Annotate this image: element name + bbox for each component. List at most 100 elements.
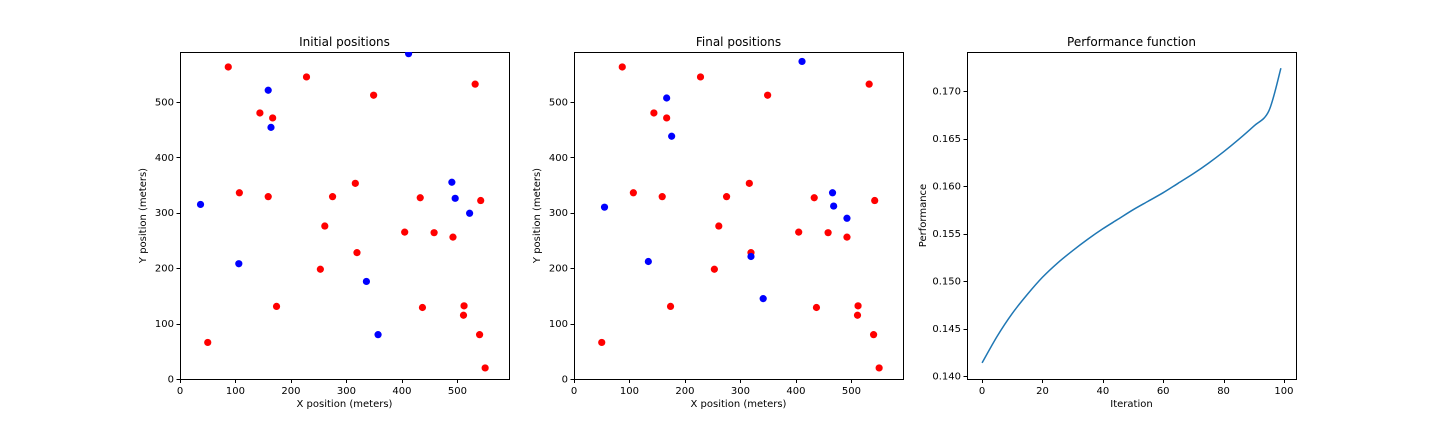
chart-panel-2: 0 100 200 300 400 500 0 100 200 300 400 500 Final po… bbox=[532, 35, 904, 410]
scatter-point-series-1 bbox=[459, 311, 468, 319]
scatter-point-series-1 bbox=[722, 193, 731, 201]
scatter-point-series-2 bbox=[759, 295, 767, 303]
y-tick-label: 400 bbox=[549, 153, 568, 164]
x-tick-label: 500 bbox=[842, 386, 861, 397]
scatter-point-series-2 bbox=[362, 277, 371, 286]
scatter-point-series-1 bbox=[869, 331, 878, 339]
scatter-point-series-2 bbox=[828, 189, 837, 197]
scatter-point-series-1 bbox=[710, 265, 718, 273]
y-tick-label: 200 bbox=[155, 264, 174, 275]
y-tick-label: 100 bbox=[549, 319, 568, 330]
scatter-point-series-1 bbox=[650, 109, 658, 117]
y-tick-label: 0.145 bbox=[932, 324, 961, 335]
scatter-point-series-1 bbox=[321, 222, 329, 230]
scatter-point-series-1 bbox=[475, 331, 484, 339]
scatter-point-series-2 bbox=[448, 178, 456, 186]
x-tick-label: 400 bbox=[392, 386, 411, 397]
scatter-point-series-2 bbox=[196, 200, 205, 209]
scatter-point-series-1 bbox=[316, 265, 324, 273]
scatter-point-series-1 bbox=[481, 364, 489, 372]
scatter-point-series-2 bbox=[843, 214, 851, 222]
scatter-point-series-1 bbox=[477, 196, 485, 205]
scatter-point-series-1 bbox=[471, 80, 479, 88]
y-tick-label: 0 bbox=[562, 375, 568, 386]
scatter-point-series-1 bbox=[264, 193, 272, 201]
y-tick-label: 0.160 bbox=[932, 182, 961, 193]
scatter-point-series-2 bbox=[830, 202, 838, 210]
scatter-point-series-2 bbox=[747, 252, 755, 261]
plot-frame bbox=[180, 52, 510, 380]
scatter-point-series-1 bbox=[256, 109, 264, 117]
x-tick-label: 100 bbox=[226, 386, 245, 397]
scatter-point-series-1 bbox=[812, 303, 821, 312]
scatter-point-series-1 bbox=[824, 229, 832, 237]
scatter-point-series-2 bbox=[600, 203, 609, 211]
scatter-point-series-1 bbox=[715, 222, 723, 230]
scatter-point-series-1 bbox=[269, 114, 277, 122]
scatter-point-series-1 bbox=[663, 114, 671, 122]
x-axis-label: X position (meters) bbox=[691, 399, 787, 410]
scatter-point-series-1 bbox=[843, 233, 851, 241]
y-axis-label: Y position (meters) bbox=[532, 168, 543, 264]
scatter-point-series-2 bbox=[267, 123, 275, 131]
x-tick-label: 100 bbox=[620, 386, 639, 397]
x-tick-label: 200 bbox=[675, 386, 694, 397]
scatter-point-series-1 bbox=[764, 91, 772, 99]
scatter-point-series-1 bbox=[871, 196, 879, 205]
scatter-point-series-1 bbox=[302, 73, 311, 81]
x-tick-label: 300 bbox=[337, 386, 356, 397]
x-axis-label: X position (meters) bbox=[297, 399, 393, 410]
scatter-point-series-1 bbox=[370, 91, 378, 99]
x-axis-label: Iteration bbox=[1110, 399, 1152, 410]
x-tick-label: 400 bbox=[786, 386, 805, 397]
x-tick-label: 300 bbox=[731, 386, 750, 397]
y-tick-label: 0.155 bbox=[932, 229, 961, 240]
y-tick-label: 100 bbox=[155, 319, 174, 330]
scatter-point-series-2 bbox=[374, 331, 382, 339]
scatter-point-series-1 bbox=[351, 179, 359, 187]
scatter-point-series-1 bbox=[418, 303, 427, 312]
scatter-point-series-1 bbox=[795, 228, 803, 236]
plot-frame bbox=[967, 52, 1297, 380]
scatter-point-series-1 bbox=[598, 338, 606, 347]
data-marks bbox=[196, 52, 489, 372]
y-axis-label: Y position (meters) bbox=[138, 168, 149, 264]
scatter-point-series-2 bbox=[451, 194, 459, 202]
data-marks bbox=[598, 57, 883, 372]
y-tick-label: 400 bbox=[155, 153, 174, 164]
y-tick-label: 200 bbox=[549, 264, 568, 275]
x-tick-label: 500 bbox=[448, 386, 467, 397]
x-tick-label: 40 bbox=[1096, 386, 1109, 397]
scatter-point-series-2 bbox=[644, 257, 652, 266]
scatter-point-series-1 bbox=[204, 338, 212, 347]
scatter-point-series-1 bbox=[854, 302, 862, 310]
y-tick-label: 500 bbox=[549, 97, 568, 108]
x-tick-label: 60 bbox=[1157, 386, 1170, 397]
x-tick-label: 0 bbox=[979, 386, 985, 397]
scatter-point-series-1 bbox=[224, 63, 232, 71]
scatter-point-series-2 bbox=[663, 94, 671, 102]
x-tick-label: 0 bbox=[571, 386, 577, 397]
scatter-point-series-1 bbox=[745, 179, 753, 187]
scatter-point-series-2 bbox=[235, 260, 243, 268]
scatter-point-series-2 bbox=[466, 209, 474, 217]
y-axis-label: Performance bbox=[918, 184, 929, 247]
scatter-point-series-2 bbox=[264, 86, 272, 94]
scatter-point-series-1 bbox=[449, 233, 457, 241]
scatter-point-series-1 bbox=[618, 63, 626, 71]
x-tick-label: 20 bbox=[1036, 386, 1049, 397]
y-tick-label: 300 bbox=[549, 208, 568, 219]
y-tick-label: 0.140 bbox=[932, 372, 961, 383]
scatter-point-series-1 bbox=[865, 80, 873, 88]
series-line-1 bbox=[981, 67, 1282, 364]
scatter-point-series-1 bbox=[629, 189, 637, 197]
x-tick-label: 200 bbox=[281, 386, 300, 397]
x-tick-label: 100 bbox=[1274, 386, 1293, 397]
scatter-point-series-2 bbox=[404, 52, 413, 58]
scatter-point-series-1 bbox=[353, 249, 361, 257]
y-tick-label: 0.170 bbox=[932, 86, 961, 97]
x-tick-label: 0 bbox=[177, 386, 183, 397]
chart-title: Final positions bbox=[696, 35, 781, 49]
chart-title: Initial positions bbox=[299, 35, 390, 49]
scatter-point-series-1 bbox=[416, 194, 424, 202]
